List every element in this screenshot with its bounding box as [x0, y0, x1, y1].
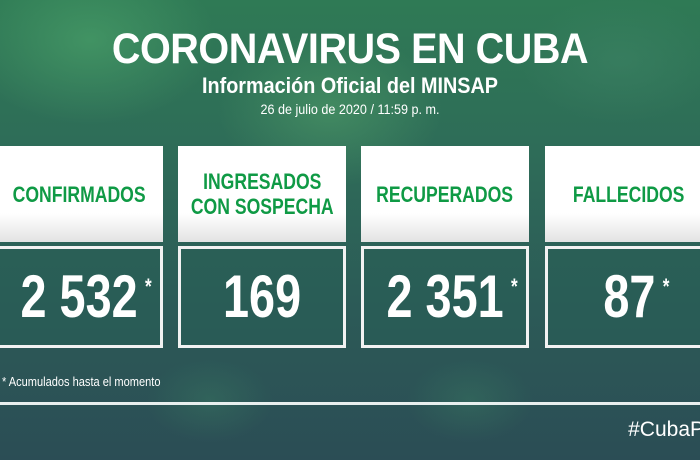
main-title: CORONAVIRUS EN CUBA: [111, 25, 589, 73]
card-value: 169: [223, 267, 301, 327]
card-value-box: 2 532 *: [0, 246, 163, 348]
hashtag: #CubaP: [628, 418, 700, 441]
divider: [0, 402, 700, 405]
report-date: 26 de julio de 2020 / 11:59 p. m.: [260, 101, 440, 117]
footnote: * Acumulados hasta el momento: [2, 374, 161, 389]
asterisk-mark: *: [662, 274, 670, 299]
card-value: 2 351 *: [386, 267, 517, 327]
asterisk-mark: *: [510, 274, 518, 299]
card-value-box: 2 351 *: [361, 246, 529, 348]
card-header: INGRESADOS CON SOSPECHA: [178, 146, 346, 242]
card-confirmados: CONFIRMADOS 2 532 *: [0, 146, 163, 348]
card-ingresados: INGRESADOS CON SOSPECHA 169: [178, 146, 346, 348]
card-value-box: 169: [178, 246, 346, 348]
card-header: CONFIRMADOS: [0, 146, 163, 242]
card-label: FALLECIDOS: [573, 181, 685, 207]
card-recuperados: RECUPERADOS 2 351 *: [361, 146, 529, 348]
card-value-box: 87 *: [545, 246, 700, 348]
card-label: INGRESADOS CON SOSPECHA: [191, 169, 334, 219]
asterisk-mark: *: [144, 274, 152, 299]
card-value: 2 532 *: [20, 267, 151, 327]
label-line-1: INGRESADOS: [202, 169, 322, 194]
card-label: RECUPERADOS: [376, 181, 514, 207]
card-label: CONFIRMADOS: [12, 181, 146, 207]
value-text: 2 532: [20, 263, 138, 330]
value-text: 87: [602, 263, 656, 330]
subtitle: Información Oficial del MINSAP: [202, 73, 498, 98]
value-text: 169: [222, 263, 302, 330]
value-text: 2 351: [386, 263, 504, 330]
card-header: RECUPERADOS: [361, 146, 529, 242]
card-fallecidos: FALLECIDOS 87 *: [545, 146, 700, 348]
card-header: FALLECIDOS: [545, 146, 700, 242]
label-line-2: CON SOSPECHA: [190, 194, 334, 219]
card-value: 87 *: [603, 267, 669, 327]
